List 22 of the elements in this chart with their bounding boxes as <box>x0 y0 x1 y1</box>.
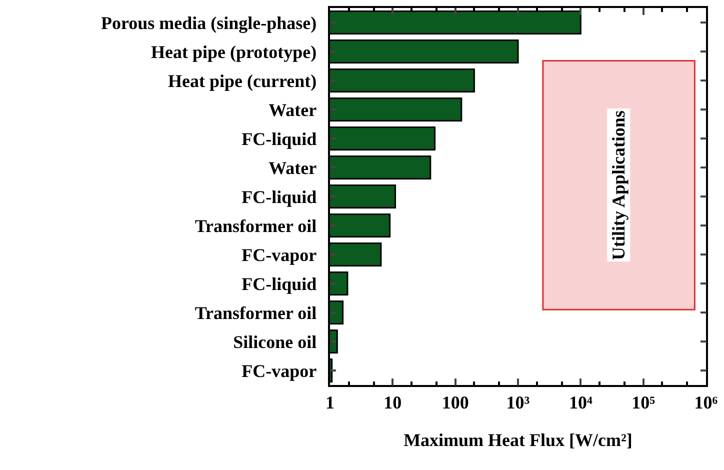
x-tick-label: 10 <box>384 392 402 412</box>
y-tick-label: Water <box>268 100 317 120</box>
y-tick-label: Heat pipe (current) <box>168 70 317 91</box>
y-tick-label: Transformer oil <box>194 302 317 323</box>
y-tick-label: Porous media (single-phase) <box>100 12 317 33</box>
y-tick-label: FC-liquid <box>242 274 317 294</box>
x-tick-label: 1 <box>326 392 334 412</box>
y-tick-label: FC-liquid <box>242 128 317 149</box>
y-tick-label: FC-vapor <box>242 244 317 265</box>
y-tick-label: Water <box>268 158 317 178</box>
y-tick-label: Heat pipe (prototype) <box>150 42 317 62</box>
x-tick-label: 10⁴ <box>568 392 593 412</box>
x-tick-label: 10⁵ <box>632 392 656 412</box>
y-tick-label: FC-liquid <box>242 186 317 207</box>
x-tick-label: 10⁶ <box>694 392 718 412</box>
y-tick-label: Silicone oil <box>233 332 317 352</box>
y-tick-label: Transformer oil <box>194 216 317 236</box>
y-tick-label: FC-vapor <box>242 360 317 381</box>
x-axis-title: Maximum Heat Flux [W/cm²] <box>404 430 632 450</box>
x-tick-label: 100 <box>442 392 469 412</box>
band-label: Utility Applications <box>608 110 629 260</box>
x-tick-label: 10³ <box>506 392 530 412</box>
